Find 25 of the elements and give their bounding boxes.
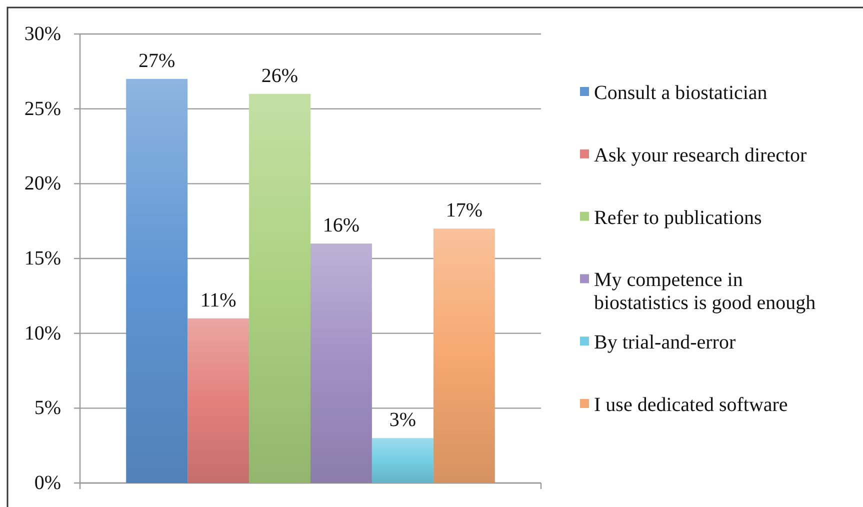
bar xyxy=(310,244,372,483)
y-tick-label: 10% xyxy=(24,322,61,344)
legend-label: My competence in biostatistics is good enough xyxy=(594,269,816,314)
data-label: 3% xyxy=(389,409,416,432)
bar xyxy=(372,438,434,483)
y-tick-label: 30% xyxy=(24,23,61,45)
legend-label: I use dedicated software xyxy=(594,394,788,416)
legend-label: By trial-and-error xyxy=(594,332,736,354)
y-tick-label: 5% xyxy=(34,397,61,420)
data-label: 16% xyxy=(322,214,360,237)
legend-label: Consult a biostatician xyxy=(594,82,768,104)
bar xyxy=(433,228,495,483)
bar xyxy=(126,78,188,483)
y-tick-label: 20% xyxy=(24,172,61,195)
bar xyxy=(188,318,250,483)
data-label: 27% xyxy=(138,50,176,72)
y-tick-label: 25% xyxy=(24,98,61,120)
legend-label: Ask your research director xyxy=(594,144,808,166)
y-tick-label: 15% xyxy=(24,248,61,270)
legend-label: Refer to publications xyxy=(594,206,762,229)
data-label: 26% xyxy=(261,64,298,87)
y-tick-label: 0% xyxy=(34,472,61,494)
bar xyxy=(249,94,310,483)
data-label: 17% xyxy=(446,200,483,222)
data-label: 11% xyxy=(200,289,236,312)
